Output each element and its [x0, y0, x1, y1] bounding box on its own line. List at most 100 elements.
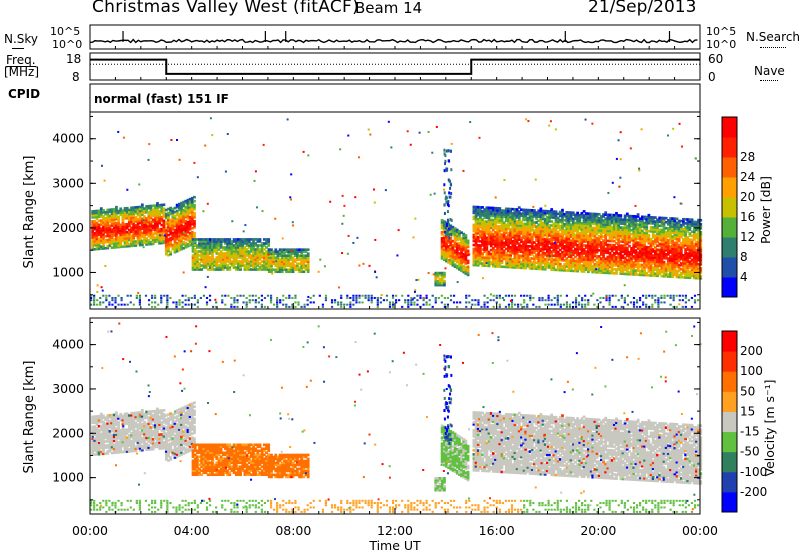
echo-cell: [190, 196, 194, 200]
echo-cell: [156, 214, 159, 217]
echo-cell: [442, 236, 446, 239]
echo-cell: [563, 255, 567, 258]
echo-cell: [304, 256, 308, 260]
echo-cell: [243, 258, 247, 261]
echo-cell: [651, 240, 655, 243]
echo-cell: [256, 262, 260, 265]
echo-cell: [289, 268, 293, 272]
echo-cell: [208, 266, 212, 269]
echo-cell: [162, 207, 166, 211]
echo-cell: [684, 244, 688, 247]
echo-cell: [182, 218, 186, 222]
echo-cell: [494, 216, 497, 220]
echo-cell: [489, 234, 493, 238]
echo-cell: [291, 270, 295, 274]
echo-cell: [111, 303, 114, 306]
echo-cell: [289, 248, 293, 251]
echo-cell: [507, 265, 510, 269]
echo-cell: [455, 234, 459, 238]
echo-cell: [455, 232, 459, 236]
echo-cell: [695, 254, 698, 258]
echo-cell: [504, 225, 508, 229]
echo-cell: [160, 233, 164, 237]
echo-cell: [535, 267, 538, 271]
echo-cell: [160, 215, 164, 219]
echo-cell: [658, 234, 662, 238]
echo-cell: [550, 240, 554, 243]
echo-cell: [587, 252, 590, 256]
echo-cell: [487, 220, 491, 224]
echo-cell: [252, 260, 255, 263]
echo-cell: [442, 246, 446, 250]
echo-cell: [599, 215, 603, 218]
echo-cell: [587, 222, 590, 225]
echo-cell: [95, 235, 99, 239]
echo-cell: [442, 228, 446, 231]
echo-cell: [695, 252, 698, 256]
echo-cell: [211, 240, 214, 243]
echo-cell: [178, 303, 181, 306]
echo-cell: [658, 242, 662, 246]
echo-cell: [515, 240, 519, 243]
echo-cell: [699, 224, 703, 228]
echo-cell: [167, 227, 170, 231]
echo-cell: [149, 216, 153, 220]
echo-cell: [164, 252, 168, 256]
echo-cell: [638, 227, 642, 231]
echo-cell: [132, 236, 136, 239]
echo-cell: [256, 238, 260, 241]
echo-cell: [582, 232, 586, 235]
echo-cell: [442, 250, 446, 254]
echo-cell: [180, 213, 183, 217]
echo-cell: [224, 258, 227, 261]
echo-cell: [643, 273, 646, 277]
echo-cell: [673, 243, 677, 247]
echo-cell: [539, 247, 543, 251]
echo-cell: [504, 259, 508, 263]
echo-cell: [591, 250, 595, 254]
echo-cell: [515, 210, 519, 213]
echo-cell: [158, 237, 162, 241]
echo-cell: [472, 205, 476, 209]
echo-cell: [391, 301, 395, 304]
echo-cell: [593, 214, 597, 218]
echo-cell: [619, 214, 623, 217]
echo-cell: [117, 225, 120, 229]
echo-cell: [617, 230, 621, 233]
echo-cell: [96, 299, 99, 302]
echo-cell: [651, 270, 655, 273]
echo-cell: [169, 252, 173, 256]
echo-cell: [669, 237, 672, 240]
echo-cell: [630, 246, 633, 250]
echo-cell: [507, 223, 510, 227]
echo-cell: [496, 208, 500, 212]
echo-cell: [567, 217, 571, 220]
echo-cell: [200, 246, 204, 249]
echo-cell: [476, 229, 480, 233]
echo-cell: [595, 242, 599, 246]
echo-cell: [156, 230, 159, 233]
echo-cell: [237, 246, 240, 249]
echo-cell: [537, 235, 541, 239]
echo-cell: [511, 211, 515, 215]
echo-cell: [143, 215, 146, 218]
echo-cell: [476, 257, 480, 261]
echo-cell: [567, 255, 571, 258]
echo-cell: [481, 232, 484, 235]
echo-cell: [95, 243, 99, 247]
echo-cell: [571, 217, 575, 221]
echo-cell: [442, 256, 446, 260]
echo-cell: [237, 266, 240, 269]
echo-cell: [610, 269, 614, 273]
echo-cell: [507, 221, 510, 225]
echo-cell: [270, 264, 273, 268]
echo-cell: [304, 266, 308, 270]
echo-cell: [647, 253, 651, 257]
echo-cell: [472, 209, 476, 213]
echo-cell: [180, 211, 183, 215]
echo-cell: [184, 231, 188, 235]
echo-cell: [513, 242, 517, 245]
echo-cell: [260, 250, 264, 253]
echo-cell: [558, 264, 562, 268]
echo-cell: [545, 266, 549, 269]
